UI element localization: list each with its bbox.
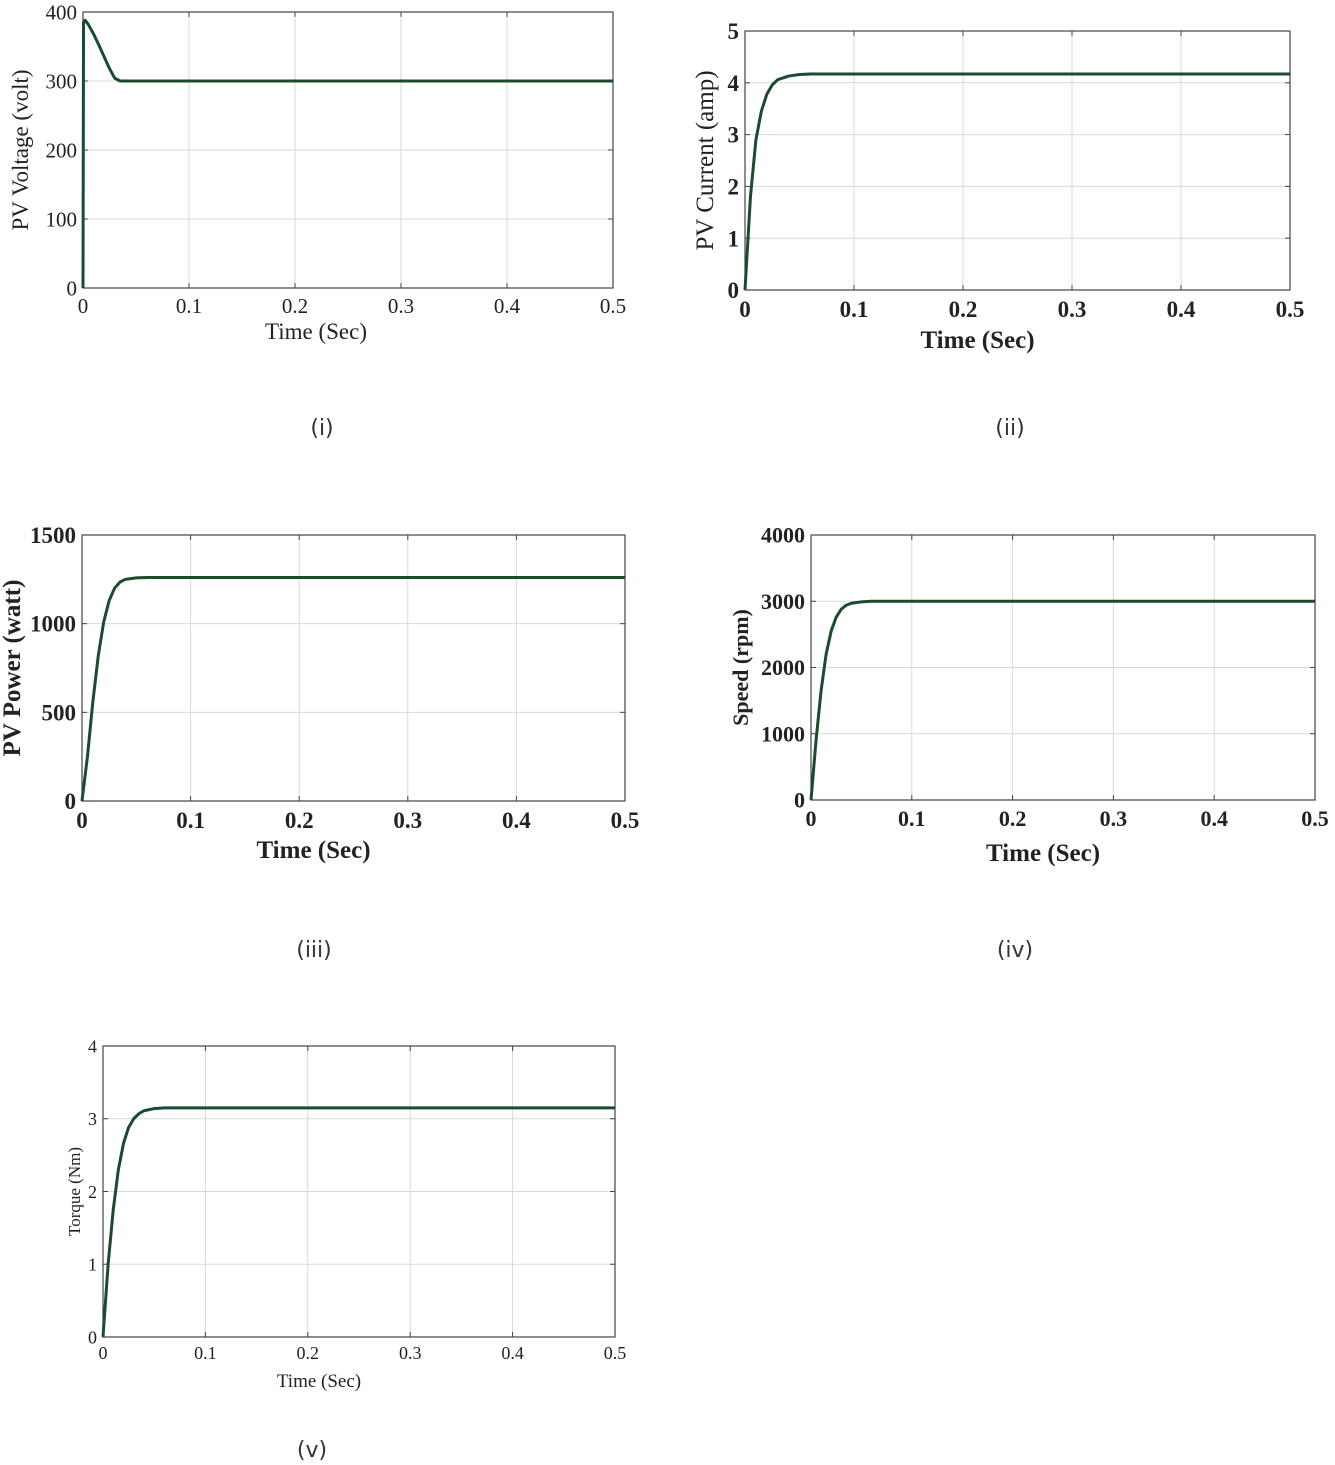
y-tick-label: 1 [728, 226, 740, 251]
x-tick-label: 0.3 [399, 1343, 422, 1363]
plot-frame [81, 534, 626, 802]
series-line [743, 72, 1290, 291]
x-axis-label: Time (Sec) [256, 837, 370, 864]
y-tick-label: 500 [42, 700, 77, 725]
x-tick-label: 0.4 [502, 808, 531, 833]
series-line [809, 599, 1315, 801]
y-tick-label: 400 [46, 0, 78, 24]
y-tick-label: 0 [65, 789, 77, 814]
x-tick-label: 0.2 [949, 297, 978, 322]
x-tick-label: 0.3 [393, 808, 422, 833]
y-axis-label: PV Voltage (volt) [8, 69, 33, 230]
x-tick-label: 0.1 [194, 1343, 217, 1363]
series-line [80, 576, 625, 802]
panel-caption: (i) [310, 416, 333, 441]
x-tick-label: 0.1 [176, 294, 202, 318]
x-tick-label: 0.5 [600, 294, 626, 318]
y-tick-label: 100 [46, 207, 78, 231]
x-tick-label: 0.4 [501, 1343, 524, 1363]
y-tick-label: 4000 [761, 523, 805, 548]
y-tick-label: 3 [88, 1109, 97, 1129]
y-tick-label: 5 [728, 19, 740, 44]
y-tick-label: 2 [728, 174, 740, 199]
x-tick-label: 0.5 [1276, 297, 1305, 322]
panel-caption: (ii) [995, 416, 1024, 441]
x-tick-label: 0.5 [611, 808, 640, 833]
y-tick-label: 1000 [30, 612, 76, 637]
y-axis-label: Torque (Nm) [65, 1147, 84, 1236]
y-tick-label: 1 [88, 1255, 97, 1275]
x-tick-label: 0 [99, 1343, 108, 1363]
panel-caption: (v) [297, 1438, 327, 1463]
x-tick-label: 0.2 [285, 808, 314, 833]
x-tick-label: 0.3 [1058, 297, 1087, 322]
x-tick-label: 0.2 [297, 1343, 320, 1363]
x-tick-label: 0.2 [282, 294, 308, 318]
x-tick-label: 0.1 [898, 806, 926, 831]
x-axis-label: Time (Sec) [265, 319, 367, 344]
panel-caption: (iii) [296, 938, 332, 963]
y-axis-label: PV Current (amp) [692, 70, 719, 250]
y-tick-label: 0 [728, 278, 740, 303]
x-tick-label: 0.1 [176, 808, 205, 833]
y-tick-label: 3 [728, 123, 740, 148]
y-tick-label: 200 [46, 138, 78, 162]
x-axis-label: Time (Sec) [986, 840, 1100, 867]
y-tick-label: 1000 [761, 721, 805, 746]
x-tick-label: 0 [739, 297, 751, 322]
panel-caption: (iv) [997, 938, 1033, 963]
y-tick-label: 0 [794, 788, 805, 813]
x-axis-label: Time (Sec) [277, 1371, 361, 1392]
chart-pv-voltage: 0 0.1 0.2 0.3 0.4 0.5 0 100 200 300 400 Time (Sec)… [8, 0, 626, 441]
x-tick-label: 0 [76, 808, 88, 833]
chart-torque: 0 0.1 0.2 0.3 0.4 0.5 0 1 2 3 4 Time (Sec) Torque … [65, 1036, 626, 1463]
y-tick-label: 300 [46, 69, 78, 93]
x-tick-label: 0.2 [999, 806, 1027, 831]
x-tick-label: 0.3 [1100, 806, 1128, 831]
x-tick-label: 0.1 [840, 297, 869, 322]
y-tick-label: 4 [728, 71, 740, 96]
y-tick-label: 2 [88, 1182, 97, 1202]
x-axis-label: Time (Sec) [920, 327, 1034, 354]
x-tick-label: 0.4 [494, 294, 521, 318]
series-line [101, 1106, 615, 1338]
y-tick-label: 1500 [30, 523, 76, 548]
plot-frame [744, 30, 1291, 291]
series-line [81, 18, 613, 289]
y-tick-label: 0 [67, 276, 78, 300]
y-tick-label: 2000 [761, 655, 805, 680]
y-axis-label: Speed (rpm) [728, 609, 753, 726]
x-tick-label: 0.4 [1200, 806, 1228, 831]
chart-pv-current: 0 0.1 0.2 0.3 0.4 0.5 0 1 2 3 4 5 Time (Sec) PV Cur… [692, 19, 1304, 441]
x-tick-label: 0.5 [1301, 806, 1329, 831]
x-tick-label: 0.4 [1167, 297, 1196, 322]
x-tick-label: 0.5 [604, 1343, 627, 1363]
y-tick-label: 0 [88, 1327, 97, 1347]
chart-speed: 0 0.1 0.2 0.3 0.4 0.5 0 1000 2000 3000 4000 Time (… [728, 523, 1329, 963]
x-tick-label: 0.3 [388, 294, 414, 318]
y-tick-label: 4 [88, 1036, 97, 1056]
y-axis-label: PV Power (watt) [0, 580, 26, 757]
y-tick-label: 3000 [761, 589, 805, 614]
x-tick-label: 0 [806, 806, 817, 831]
x-tick-label: 0 [78, 294, 89, 318]
